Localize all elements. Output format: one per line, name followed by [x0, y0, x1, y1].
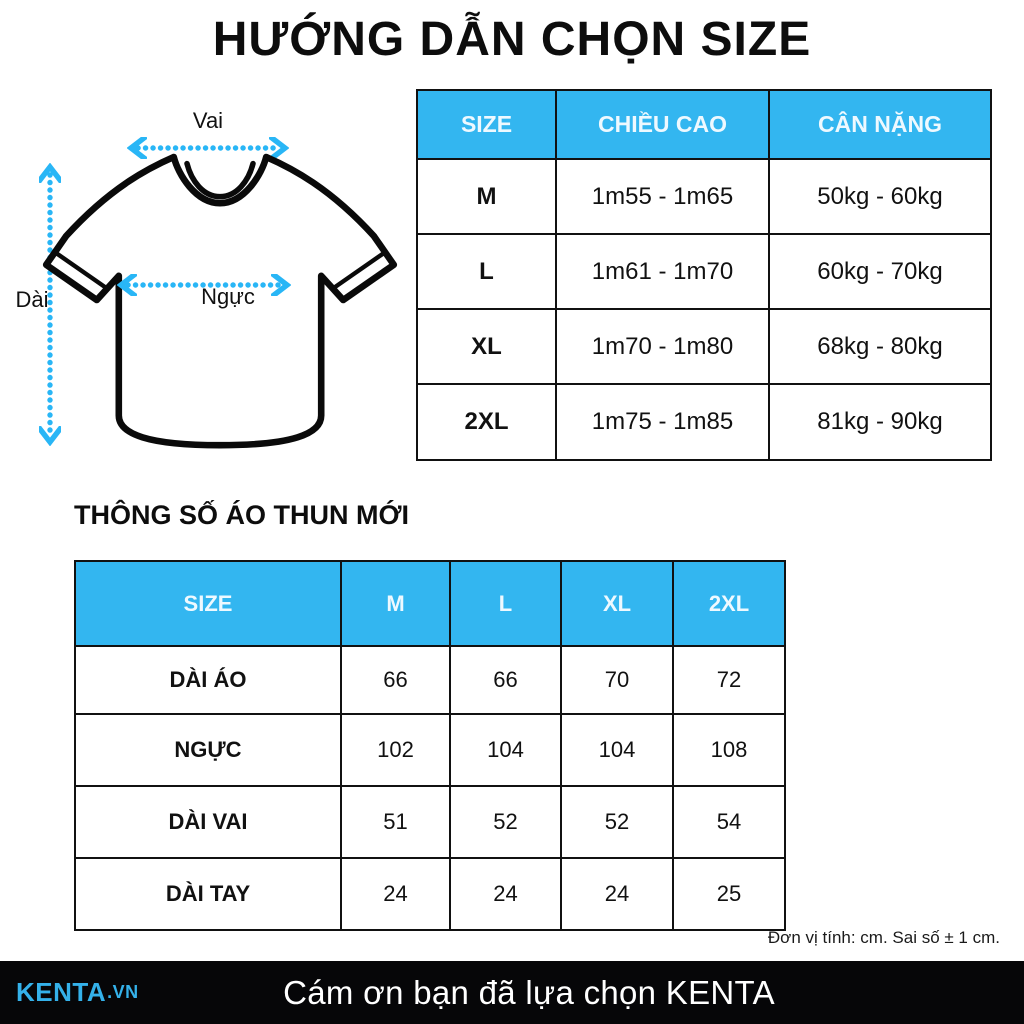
svg-text:Dài: Dài	[15, 287, 48, 312]
svg-text:Vai: Vai	[193, 108, 223, 133]
svg-text:Ngực: Ngực	[201, 284, 255, 309]
